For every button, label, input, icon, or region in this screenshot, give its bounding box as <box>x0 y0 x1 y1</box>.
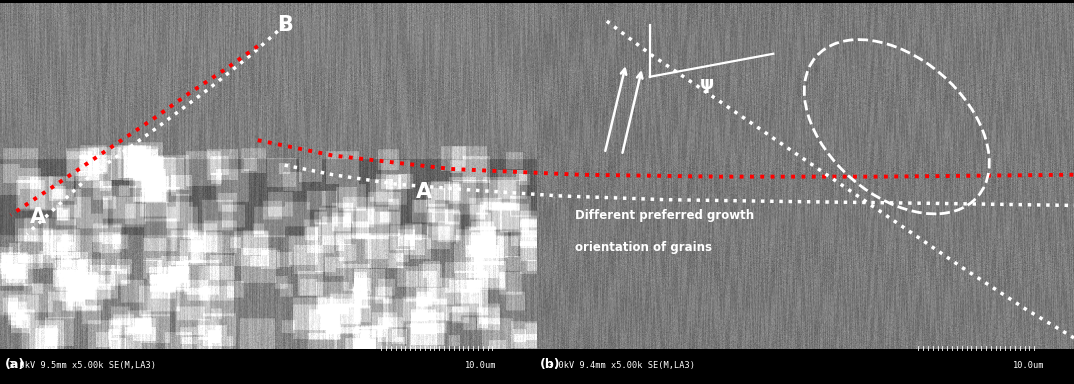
Text: A: A <box>416 182 433 202</box>
Text: ψ: ψ <box>699 76 714 93</box>
Text: 10.0um: 10.0um <box>1013 361 1044 371</box>
Text: 3.0kV 9.4mm x5.00k SE(M,LA3): 3.0kV 9.4mm x5.00k SE(M,LA3) <box>548 361 695 371</box>
Text: C: C <box>352 282 367 302</box>
Text: Different preferred growth: Different preferred growth <box>575 209 754 222</box>
Text: orientation of grains: orientation of grains <box>575 241 712 254</box>
Bar <box>537 349 1074 384</box>
Text: 3.0kV 9.5mm x5.00k SE(M,LA3): 3.0kV 9.5mm x5.00k SE(M,LA3) <box>9 361 156 371</box>
Bar <box>0 349 537 384</box>
Text: (b): (b) <box>540 358 561 371</box>
Text: B: B <box>277 15 292 35</box>
Text: 10.0um: 10.0um <box>465 361 496 371</box>
Text: (a): (a) <box>5 358 26 371</box>
Text: A: A <box>29 207 46 227</box>
